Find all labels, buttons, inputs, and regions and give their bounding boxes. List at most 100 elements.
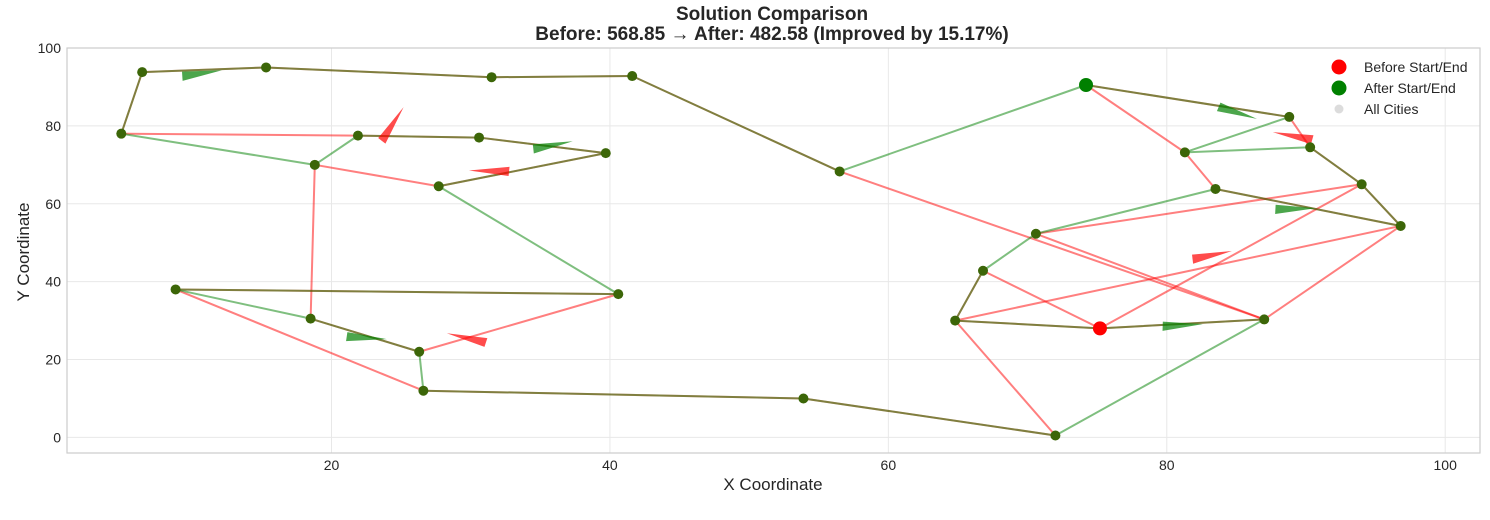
route-segment	[1034, 183, 1363, 235]
legend-label: All Cities	[1364, 101, 1418, 117]
y-tick-label: 0	[53, 429, 61, 445]
legend-label: After Start/End	[1364, 80, 1456, 96]
city-point	[1210, 183, 1221, 194]
route-segment	[120, 132, 359, 137]
route-segment	[954, 319, 1057, 437]
route-segment	[418, 350, 425, 392]
x-tick-label: 20	[324, 457, 340, 473]
x-tick-label: 100	[1434, 457, 1458, 473]
route-segment	[982, 232, 1037, 272]
cities	[116, 62, 1406, 441]
plot-frame	[66, 47, 1481, 454]
y-tick-label: 60	[45, 196, 61, 212]
route-segment	[120, 132, 316, 166]
route-segment	[356, 134, 481, 139]
legend-marker	[1331, 80, 1347, 96]
route-before	[120, 66, 1402, 437]
x-tick-label: 40	[602, 457, 618, 473]
city-point	[309, 159, 320, 170]
route-segment	[954, 319, 1101, 330]
y-axis-label: Y Coordinate	[14, 203, 33, 302]
route-after	[120, 66, 1402, 437]
route-segment	[982, 269, 1101, 330]
route-segment	[838, 83, 1088, 173]
x-tick-label: 80	[1159, 457, 1175, 473]
city-point	[170, 284, 181, 295]
direction-arrows	[181, 70, 1316, 347]
route-segment	[265, 66, 493, 79]
city-point	[1284, 111, 1295, 122]
city-point	[1030, 228, 1041, 239]
y-tick-label: 100	[38, 40, 62, 56]
city-point	[116, 128, 127, 139]
city-point	[261, 62, 272, 73]
city-point	[418, 385, 429, 396]
arrow-after	[532, 141, 573, 154]
route-segment	[838, 170, 1266, 321]
x-axis-label: X Coordinate	[723, 475, 822, 494]
grid	[67, 47, 1480, 453]
route-segment	[490, 75, 634, 79]
route-segment	[1183, 115, 1291, 154]
arrow-after	[181, 70, 222, 81]
axis-ticks: 20 40 60 80 100 0 20 40 60 80 100	[38, 40, 1457, 473]
x-tick-label: 60	[881, 457, 897, 473]
route-segment	[1214, 187, 1402, 227]
arrow-before	[446, 333, 488, 347]
arrow-before	[468, 166, 510, 176]
arrow-after	[1162, 321, 1203, 331]
arrow-before	[378, 107, 404, 144]
route-segment	[174, 288, 620, 296]
route-segment	[437, 185, 620, 296]
after-start-marker	[1079, 77, 1094, 92]
city-point	[950, 315, 961, 326]
city-point	[834, 166, 845, 177]
chart-title: Solution Comparison	[676, 4, 868, 25]
route-segment	[418, 293, 620, 353]
legend-label: Before Start/End	[1364, 59, 1468, 75]
chart-subtitle: Before: 568.85 → After: 482.58 (Improved…	[535, 24, 1008, 45]
route-segment	[1085, 83, 1186, 154]
before-start-marker	[1092, 321, 1107, 336]
route-segment	[631, 75, 841, 173]
city-point	[613, 289, 624, 300]
route-segment	[141, 66, 268, 74]
y-tick-label: 40	[45, 274, 61, 290]
city-point	[978, 265, 989, 276]
route-segment	[1309, 146, 1363, 186]
arrow-before	[1192, 251, 1232, 264]
legend-marker	[1334, 104, 1344, 114]
route-segment	[1098, 183, 1363, 330]
route-segment	[802, 397, 1057, 437]
route-segment	[1034, 187, 1217, 235]
route-segment	[1183, 151, 1217, 190]
city-point	[1395, 220, 1406, 231]
route-segment	[1360, 183, 1402, 227]
route-segment	[437, 152, 607, 188]
city-point	[798, 393, 809, 404]
route-segment	[313, 163, 440, 188]
city-point	[1305, 142, 1316, 153]
city-point	[1179, 147, 1190, 158]
routes	[120, 66, 1402, 437]
arrow-before	[1272, 132, 1314, 145]
route-segment	[954, 269, 985, 322]
route-segment	[1085, 83, 1291, 118]
route-segment	[1183, 146, 1312, 154]
city-point	[474, 132, 485, 143]
city-point	[1356, 179, 1367, 190]
legend-marker	[1331, 59, 1347, 75]
arrow-after	[1275, 204, 1316, 214]
route-segment	[422, 389, 805, 400]
arrow-after	[1216, 102, 1257, 119]
route-segment	[309, 163, 316, 320]
y-tick-label: 20	[45, 352, 61, 368]
city-point	[600, 148, 611, 159]
route-segment	[174, 288, 312, 320]
route-segment	[1054, 318, 1266, 437]
city-point	[137, 67, 148, 78]
city-point	[414, 346, 425, 357]
route-segment	[174, 288, 425, 392]
route-segment	[120, 71, 144, 135]
